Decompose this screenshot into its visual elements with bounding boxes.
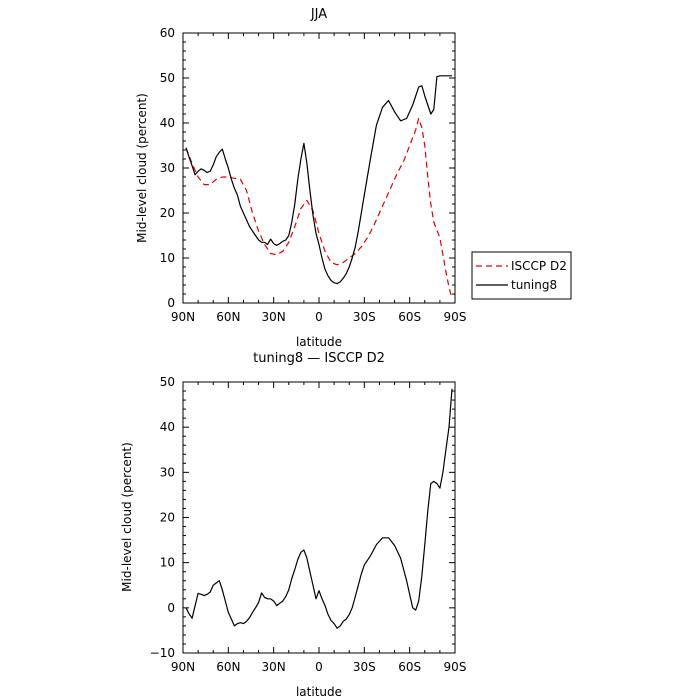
top-y-axis-label: Mid-level cloud (percent): [135, 93, 149, 243]
legend-box: [471, 251, 572, 300]
bottom-tick-labels: 90N 60N 30N 0 30S 60S 90S −10 0 10 20 30 40 50: [150, 375, 467, 674]
bottom-x-tick-label: 90N: [171, 660, 195, 674]
top-y-tick-label: 20: [160, 206, 175, 220]
bottom-y-tick-label: 50: [160, 375, 175, 389]
bottom-chart-title: tuning8 — ISCCP D2: [253, 351, 385, 366]
bottom-chart: tuning8 — ISCCP D2 90N 60N 30N 0 30S 60S 90S −1…: [120, 351, 466, 699]
bottom-axis-ticks: [182, 381, 456, 654]
top-series-tuning8-line: [185, 75, 452, 285]
top-y-tick-label: 10: [160, 251, 175, 265]
bottom-y-tick-label: 30: [160, 465, 175, 479]
top-tick-labels: 90N 60N 30N 0 30S 60S 90S 0 10 20 30 40 50 60: [160, 26, 467, 324]
bottom-x-tick-label: 30S: [353, 660, 376, 674]
bottom-series-group: [185, 388, 453, 629]
top-series-isccp-d2-line: [185, 117, 453, 299]
bottom-x-tick-label: 90S: [444, 660, 467, 674]
bottom-x-tick-label: 60S: [398, 660, 421, 674]
bottom-y-tick-label: 20: [160, 511, 175, 525]
bottom-x-axis-label: latitude: [296, 685, 342, 699]
top-x-tick-label: 30S: [353, 310, 376, 324]
top-y-tick-label: 30: [160, 161, 175, 175]
top-y-tick-label: 50: [160, 71, 175, 85]
bottom-y-tick-label: 40: [160, 420, 175, 434]
bottom-series-difference-line: [185, 388, 453, 629]
top-x-axis-label: latitude: [296, 335, 342, 349]
top-axis-ticks: [182, 32, 456, 304]
top-chart: JJA 90N 60N 30N 0 30S 60S 90S 0 10 20 30 40 50 60 lat…: [135, 7, 466, 349]
top-x-tick-label: 0: [315, 310, 323, 324]
legend-label-tuning8: tuning8: [511, 278, 557, 292]
top-y-tick-label: 40: [160, 116, 175, 130]
top-y-tick-label: 60: [160, 26, 175, 40]
bottom-x-tick-label: 60N: [216, 660, 240, 674]
bottom-y-tick-label: 0: [167, 601, 175, 615]
bottom-y-axis-label: Mid-level cloud (percent): [120, 442, 134, 592]
top-y-tick-label: 0: [167, 296, 175, 310]
top-x-tick-label: 90N: [171, 310, 195, 324]
top-plot-frame: [182, 32, 456, 304]
bottom-y-tick-label: −10: [150, 646, 175, 660]
bottom-plot-frame: [182, 381, 456, 654]
bottom-x-tick-label: 0: [315, 660, 323, 674]
top-series-group: [185, 75, 453, 299]
top-x-tick-label: 60N: [216, 310, 240, 324]
top-x-tick-label: 30N: [262, 310, 286, 324]
top-x-tick-label: 60S: [398, 310, 421, 324]
bottom-y-tick-label: 10: [160, 556, 175, 570]
top-x-tick-label: 90S: [444, 310, 467, 324]
legend-label-isccp-d2: ISCCP D2: [511, 259, 567, 273]
bottom-x-tick-label: 30N: [262, 660, 286, 674]
legend: ISCCP D2 tuning8: [471, 251, 572, 300]
top-chart-title: JJA: [310, 7, 327, 22]
